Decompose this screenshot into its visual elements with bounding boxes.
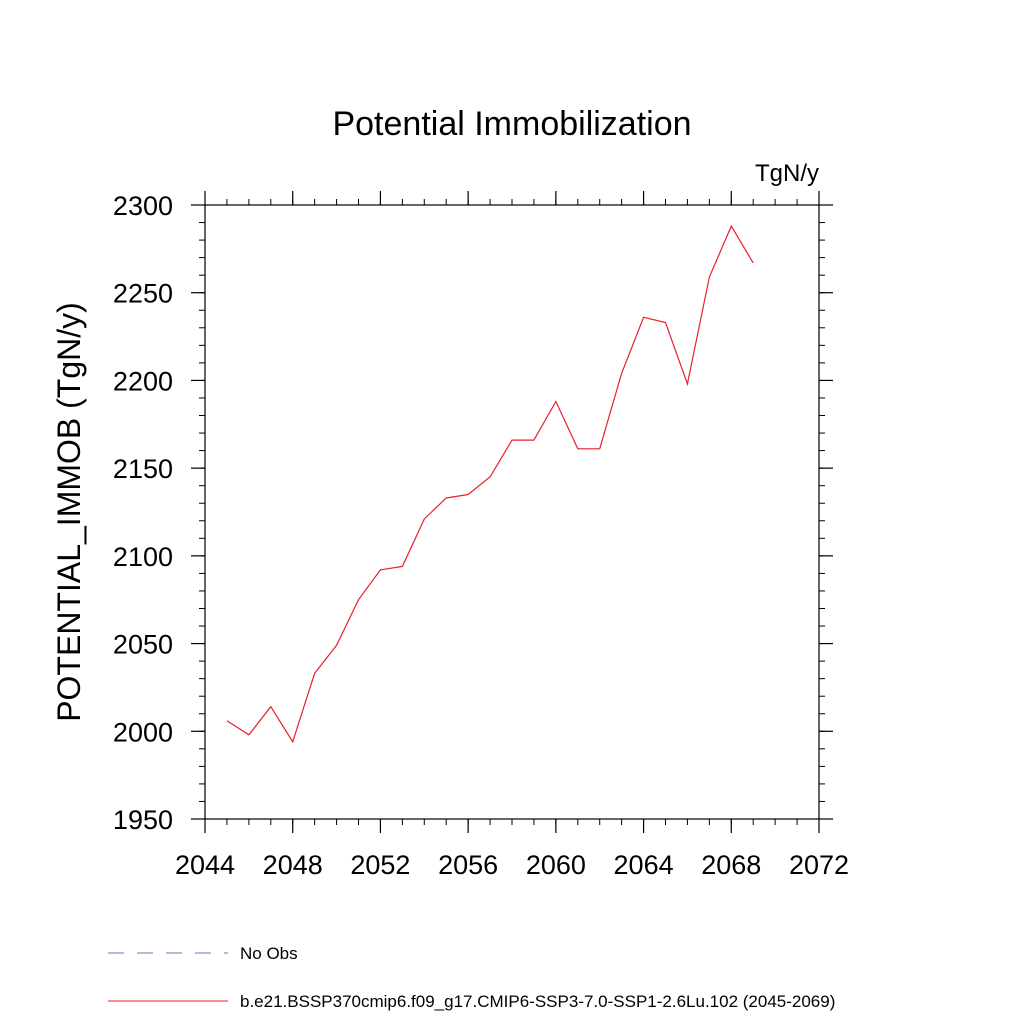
x-tick-label: 2064 (614, 850, 674, 880)
axis-ticks (191, 191, 833, 833)
y-tick-label: 1950 (113, 805, 173, 835)
y-axis-label: POTENTIAL_IMMOB (TgN/y) (51, 302, 87, 722)
y-tick-label: 2200 (113, 366, 173, 396)
x-tick-label: 2072 (789, 850, 849, 880)
x-tick-label: 2068 (701, 850, 761, 880)
y-tick-label: 2250 (113, 279, 173, 309)
units-label: TgN/y (755, 160, 819, 187)
axis-tick-labels: 2044 2048 2052 2056 2060 2064 2068 2072 1950 2000… (113, 191, 849, 880)
y-tick-label: 2050 (113, 630, 173, 660)
x-tick-label: 2048 (263, 850, 323, 880)
x-tick-label: 2044 (175, 850, 235, 880)
y-tick-label: 2000 (113, 717, 173, 747)
x-tick-label: 2056 (438, 850, 498, 880)
y-tick-label: 2150 (113, 454, 173, 484)
legend: No Obs b.e21.BSSP370cmip6.f09_g17.CMIP6-S… (108, 944, 835, 1011)
y-tick-label: 2100 (113, 542, 173, 572)
legend-label-1: b.e21.BSSP370cmip6.f09_g17.CMIP6-SSP3-7.… (240, 992, 835, 1011)
y-tick-label: 2300 (113, 191, 173, 221)
chart-title: Potential Immobilization (332, 105, 691, 143)
x-tick-label: 2052 (350, 850, 410, 880)
x-tick-label: 2060 (526, 850, 586, 880)
legend-label-0: No Obs (240, 944, 298, 963)
series-layer (226, 224, 754, 744)
series-line-0 (226, 224, 754, 744)
